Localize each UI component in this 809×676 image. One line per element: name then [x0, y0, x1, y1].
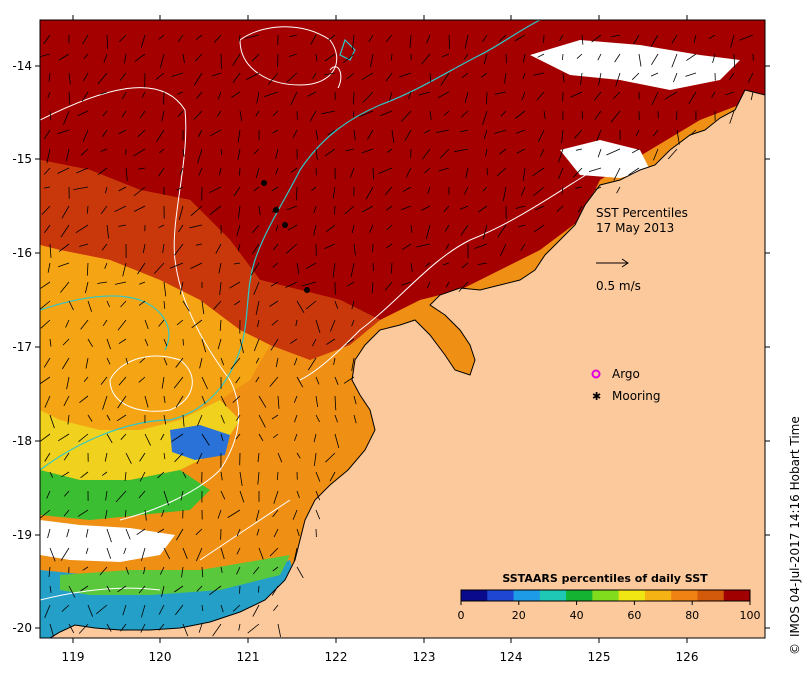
credit-text: © IMOS 04-Jul-2017 14:16 Hobart Time: [788, 416, 802, 655]
y-tick-label: -19: [12, 528, 32, 542]
colorbar-swatch: [619, 590, 646, 601]
colorbar-swatch: [514, 590, 541, 601]
mooring-marker: [304, 287, 310, 293]
velocity-arrow: [335, 206, 336, 215]
velocity-arrow: [487, 168, 488, 175]
x-tick-label: 121: [237, 650, 260, 664]
colorbar-tick-label: 100: [740, 609, 761, 622]
black-star-icon: ✱: [592, 390, 601, 403]
colorbar-tick-label: 60: [627, 609, 641, 622]
y-tick-label: -16: [12, 246, 32, 260]
map-title-line2: 17 May 2013: [596, 221, 674, 235]
colorbar-swatch: [724, 590, 751, 601]
legend-mooring-label: Mooring: [612, 389, 661, 403]
velocity-arrow: [240, 586, 241, 594]
map-plot-area: [37, 20, 765, 638]
scale-arrow-label: 0.5 m/s: [596, 279, 641, 293]
velocity-arrow: [373, 263, 374, 271]
colorbar-swatch: [645, 590, 672, 601]
x-tick-label: 124: [500, 650, 523, 664]
colorbar-swatch: [540, 590, 567, 601]
x-tick-label: 120: [149, 650, 172, 664]
colorbar-swatch: [487, 590, 514, 601]
credit-label: IMOS 04-Jul-2017 14:16 Hobart Time: [788, 416, 802, 637]
y-tick-label: -18: [12, 434, 32, 448]
velocity-arrow: [183, 339, 184, 346]
colorbar-swatch: [566, 590, 593, 601]
velocity-arrow: [354, 92, 355, 105]
mooring-marker: [261, 180, 267, 186]
x-tick-label: 119: [62, 650, 85, 664]
colorbar-tick-label: 0: [458, 609, 465, 622]
colorbar-swatch: [671, 590, 698, 601]
colorbar-tick-label: 40: [570, 609, 584, 622]
legend-argo-label: Argo: [612, 367, 640, 381]
x-tick-label: 122: [325, 650, 348, 664]
map-title-line1: SST Percentiles: [596, 206, 688, 220]
colorbar-swatch: [592, 590, 619, 601]
y-tick-label: -20: [12, 621, 32, 635]
mooring-marker: [273, 207, 279, 213]
y-tick-label: -15: [12, 152, 32, 166]
x-tick-label: 126: [676, 650, 699, 664]
y-tick-label: -17: [12, 340, 32, 354]
y-tick-label: -14: [12, 59, 32, 73]
colorbar-tick-label: 80: [685, 609, 699, 622]
velocity-arrow: [240, 168, 241, 176]
x-tick-label: 123: [413, 650, 436, 664]
colorbar-swatch: [461, 590, 488, 601]
mooring-marker: [282, 222, 288, 228]
colorbar-swatch: [697, 590, 724, 601]
copyright-icon: ©: [788, 643, 802, 655]
velocity-arrow: [373, 168, 374, 179]
x-tick-label: 125: [588, 650, 611, 664]
velocity-arrow: [487, 92, 488, 104]
colorbar-tick-label: 20: [512, 609, 526, 622]
colorbar-title: SSTAARS percentiles of daily SST: [502, 572, 708, 585]
